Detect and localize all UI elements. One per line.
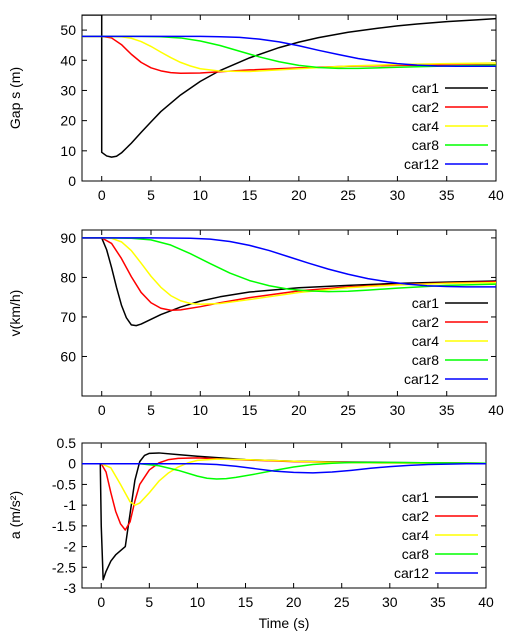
acceleration-y-tick-label: -2: [64, 539, 77, 555]
acceleration-x-tick-label: 15: [238, 594, 254, 610]
velocity-x-tick-label: 15: [242, 402, 258, 418]
acceleration-legend: car1 car2 car4 car8 car12: [394, 489, 478, 581]
velocity-series-group: [82, 237, 496, 327]
legend-label-car4: car4: [402, 527, 429, 543]
acceleration-x-tick-label: 20: [286, 594, 302, 610]
acceleration-series-group: [82, 452, 486, 581]
gap-series-car2: [82, 35, 496, 74]
velocity-x-tick-label: 5: [147, 402, 155, 418]
gap-y-tick-label: 0: [68, 173, 76, 189]
velocity-x-tick-label: 40: [488, 402, 504, 418]
gap-chart: 0 5 10 15 20 25 30 35 40 0 10 20 30 40 50 Gap s (m) ca…: [7, 14, 504, 203]
velocity-x-tick-label: 25: [340, 402, 356, 418]
gap-series-group: [82, 15, 496, 158]
gap-series-car1: [82, 15, 496, 158]
gap-plot-frame: [81, 14, 497, 182]
velocity-series-car4: [82, 237, 496, 306]
acceleration-y-tick-label: 0: [68, 456, 76, 472]
gap-x-tick-label: 10: [192, 187, 208, 203]
velocity-x-tick-label: 20: [291, 402, 307, 418]
gap-y-tick-label: 40: [60, 52, 76, 68]
acceleration-y-tick-label: -2.5: [52, 559, 76, 575]
velocity-axis-ticks: 0 5 10 15 20 25 30 35 40 60 70 80 90: [60, 230, 504, 418]
velocity-x-tick-label: 0: [98, 402, 106, 418]
gap-x-tick-label: 0: [98, 187, 106, 203]
acceleration-y-tick-label: -1.5: [52, 518, 76, 534]
acceleration-y-tick-label: 0.5: [57, 435, 77, 451]
x-axis-label: Time (s): [259, 615, 310, 631]
velocity-y-tick-label: 80: [60, 269, 76, 285]
velocity-x-tick-label: 30: [390, 402, 406, 418]
legend-label-car2: car2: [412, 99, 439, 115]
gap-legend: car1 car2 car4 car8 car12: [404, 80, 488, 172]
velocity-legend: car1 car2 car4 car8 car12: [404, 295, 488, 387]
gap-axis-ticks: 0 5 10 15 20 25 30 35 40 0 10 20 30 40 50: [60, 15, 504, 203]
gap-x-tick-label: 5: [147, 187, 155, 203]
acceleration-y-tick-label: -1: [64, 497, 77, 513]
acceleration-y-axis-label: a (m/s²): [7, 491, 23, 539]
velocity-series-car8: [82, 237, 496, 293]
gap-y-tick-label: 20: [60, 113, 76, 129]
acceleration-series-car12: [82, 462, 486, 474]
velocity-y-tick-label: 60: [60, 348, 76, 364]
acceleration-plot-frame: [81, 442, 487, 589]
gap-y-tick-label: 30: [60, 82, 76, 98]
acceleration-x-tick-label: 40: [478, 594, 494, 610]
legend-label-car2: car2: [412, 314, 439, 330]
legend-label-car4: car4: [412, 118, 439, 134]
acceleration-x-tick-label: 0: [97, 594, 105, 610]
acceleration-x-tick-label: 5: [145, 594, 153, 610]
gap-x-tick-label: 20: [291, 187, 307, 203]
gap-y-axis-label: Gap s (m): [7, 67, 23, 129]
acceleration-y-tick-label: -0.5: [52, 476, 76, 492]
acceleration-x-tick-label: 35: [430, 594, 446, 610]
velocity-y-tick-label: 90: [60, 230, 76, 246]
velocity-x-tick-label: 35: [439, 402, 455, 418]
gap-y-tick-label: 10: [60, 143, 76, 159]
legend-label-car4: car4: [412, 333, 439, 349]
acceleration-x-tick-label: 25: [334, 594, 350, 610]
gap-x-tick-label: 30: [390, 187, 406, 203]
velocity-series-car12: [82, 237, 496, 288]
legend-label-car1: car1: [412, 80, 439, 96]
legend-label-car8: car8: [412, 352, 439, 368]
acceleration-series-car4: [82, 458, 486, 506]
legend-label-car1: car1: [412, 295, 439, 311]
legend-label-car12: car12: [404, 156, 439, 172]
legend-label-car12: car12: [394, 565, 429, 581]
gap-x-tick-label: 15: [242, 187, 258, 203]
gap-series-car12: [82, 35, 496, 68]
acceleration-series-car8: [82, 461, 486, 480]
gap-x-tick-label: 35: [439, 187, 455, 203]
legend-label-car8: car8: [412, 137, 439, 153]
velocity-y-axis-label: v(km/h): [7, 290, 23, 337]
legend-label-car12: car12: [404, 371, 439, 387]
legend-label-car2: car2: [402, 508, 429, 524]
gap-y-tick-label: 50: [60, 22, 76, 38]
gap-x-tick-label: 40: [488, 187, 504, 203]
acceleration-axis-ticks: 0 5 10 15 20 25 30 35 40 0.5 0 -0.5 -1 -1.5 -2 -2.5 -3: [52, 435, 494, 610]
acceleration-x-tick-label: 30: [382, 594, 398, 610]
gap-x-tick-label: 25: [340, 187, 356, 203]
gap-series-car4: [82, 35, 496, 73]
acceleration-x-tick-label: 10: [190, 594, 206, 610]
legend-label-car1: car1: [402, 489, 429, 505]
velocity-y-tick-label: 70: [60, 309, 76, 325]
velocity-plot-frame: [81, 229, 497, 397]
acceleration-chart: 0 5 10 15 20 25 30 35 40 0.5 0 -0.5 -1 -1.5 -2 -2.5 -3 a…: [7, 435, 494, 631]
velocity-x-tick-label: 10: [192, 402, 208, 418]
legend-label-car8: car8: [402, 546, 429, 562]
acceleration-y-tick-label: -3: [64, 580, 77, 596]
velocity-series-car1: [82, 237, 496, 327]
